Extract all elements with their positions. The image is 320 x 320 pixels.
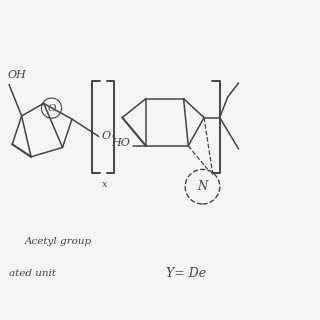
Text: OH: OH [7, 70, 26, 80]
Text: O: O [47, 104, 56, 113]
Text: ated unit: ated unit [9, 269, 56, 278]
Text: Y= De: Y= De [166, 267, 206, 280]
Text: O: O [102, 132, 111, 141]
Text: HO: HO [111, 138, 130, 148]
Text: N: N [197, 180, 208, 193]
Text: x: x [102, 180, 107, 189]
Text: Acetyl group: Acetyl group [25, 237, 92, 246]
